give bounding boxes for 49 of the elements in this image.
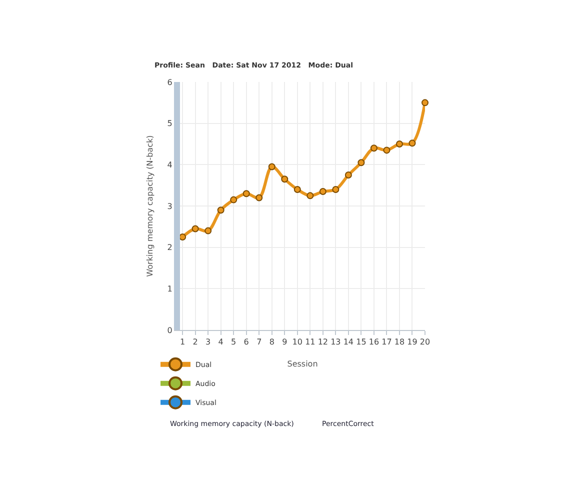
x-tick-label: 15 [356,338,366,347]
x-tick-label: 11 [305,338,316,347]
y-tick-label: 4 [167,160,172,170]
x-tick-label: 10 [292,338,302,347]
x-tick-label: 6 [244,338,249,347]
x-tick-label: 2 [192,338,198,347]
x-tick-label: 18 [394,338,405,347]
point [192,225,199,232]
y-tick-label: 1 [167,284,172,294]
point [230,196,238,204]
x-tick-label: 3 [206,338,211,347]
x-tick-label: 20 [420,338,430,347]
x-tick-label: 7 [256,338,262,347]
point [408,140,416,147]
point [256,194,263,202]
point [422,99,428,106]
y-tick-label: 3 [167,202,172,211]
x-tick-label: 16 [368,338,380,347]
x-tick-label: 9 [282,338,288,347]
y-tick-label: 5 [167,119,172,128]
point [179,234,186,240]
point [383,146,390,154]
y-tick-label: 2 [167,243,172,252]
point [370,144,378,152]
point [319,188,326,196]
x-tick-label: 5 [231,338,236,347]
point [281,176,288,183]
point [242,190,250,198]
point [217,206,224,214]
point [358,159,365,166]
x-tick-label: 12 [318,338,328,347]
point [306,192,314,200]
y-tick-label: 0 [167,326,172,335]
point [332,186,340,193]
x-tick-label: 13 [330,338,341,347]
point [344,172,352,178]
x-tick-label: 8 [269,338,274,347]
x-tick-label: 1 [180,338,186,347]
y-axis-title: Working memory capacity (N-back) [146,135,155,277]
point [294,186,301,193]
x-tick-label: 14 [343,338,354,347]
x-tick-label: 19 [407,338,418,347]
x-tick-label: 4 [218,338,224,347]
point [204,227,212,234]
x-axis-title: Session [287,360,318,369]
x-tick-label: 17 [382,338,392,347]
y-tick-label: 6 [167,78,172,87]
point [396,140,403,148]
point [268,163,276,170]
